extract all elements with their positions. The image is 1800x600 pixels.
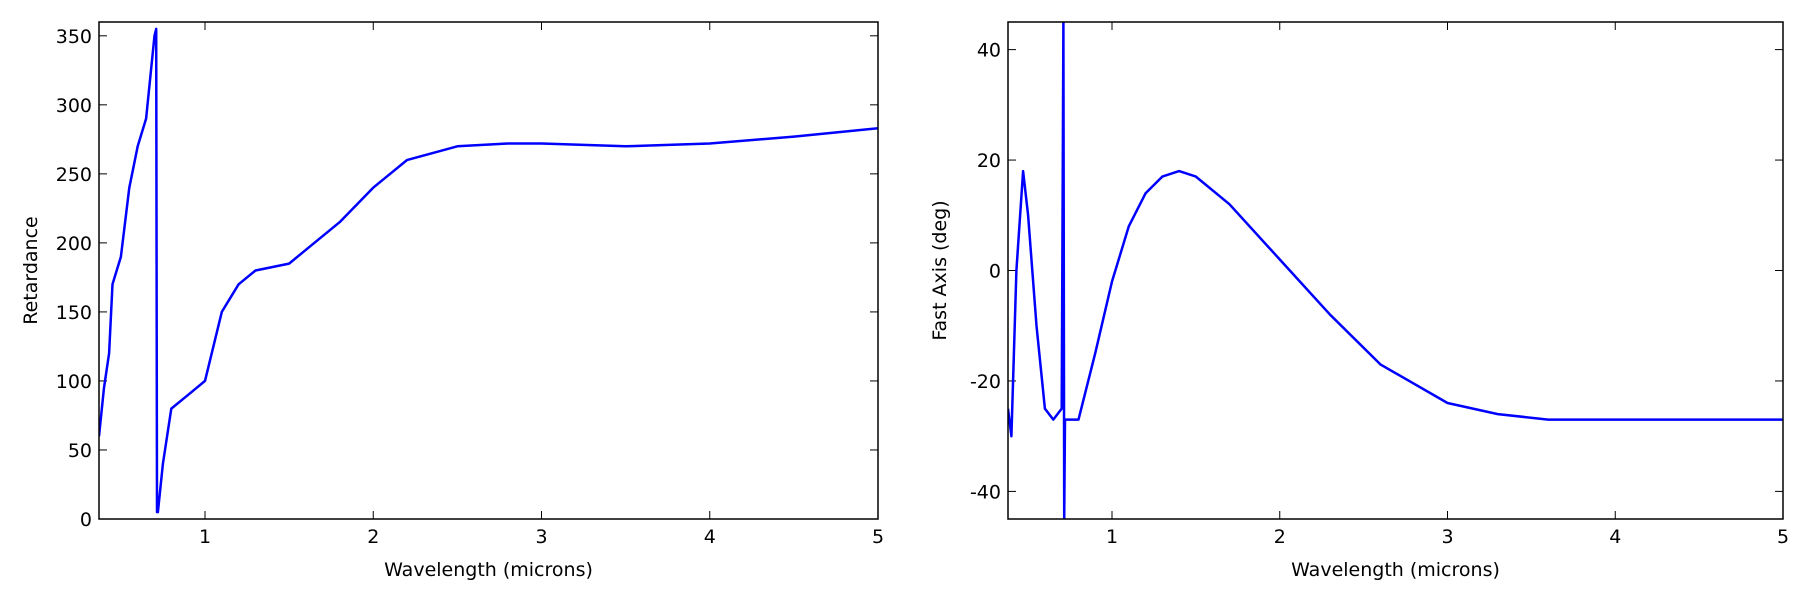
x-axis-label: Wavelength (microns) — [1291, 559, 1500, 581]
x-tick-label: 2 — [1274, 526, 1286, 548]
y-tick-label: -40 — [970, 481, 1001, 503]
y-axis-label: Fast Axis (deg) — [929, 200, 951, 340]
x-tick-label: 3 — [535, 526, 547, 548]
y-tick-label: 0 — [989, 261, 1001, 283]
x-tick-label: 2 — [367, 526, 379, 548]
y-tick-label: 0 — [80, 509, 92, 531]
y-tick-label: 50 — [68, 440, 92, 462]
x-tick-label: 1 — [199, 526, 211, 548]
y-tick-label: 350 — [56, 26, 92, 48]
x-tick-label: 4 — [704, 526, 716, 548]
y-tick-label: 100 — [56, 371, 92, 393]
x-tick-label: 4 — [1609, 526, 1621, 548]
y-tick-label: 150 — [56, 302, 92, 324]
y-tick-label: -20 — [970, 371, 1001, 393]
plot-frame — [98, 21, 879, 520]
y-tick-label: 250 — [56, 164, 92, 186]
y-tick-label: 200 — [56, 233, 92, 255]
y-tick-label: 40 — [977, 40, 1001, 62]
data-line — [1008, 22, 1783, 519]
x-tick-label: 5 — [872, 526, 884, 548]
plot-frame — [1007, 21, 1784, 520]
y-tick-label: 300 — [56, 95, 92, 117]
x-tick-label: 3 — [1441, 526, 1453, 548]
y-tick-label: 20 — [977, 150, 1001, 172]
x-tick-label: 5 — [1777, 526, 1789, 548]
data-line — [99, 27, 878, 514]
y-axis-label: Retardance — [20, 216, 42, 325]
x-tick-label: 1 — [1106, 526, 1118, 548]
x-axis-label: Wavelength (microns) — [384, 559, 593, 581]
